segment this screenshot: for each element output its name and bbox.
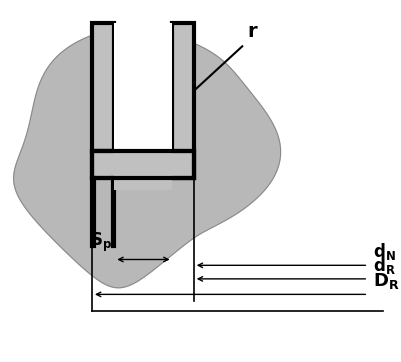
Bar [92, 23, 114, 151]
Text: $\mathbf{r}$: $\mathbf{r}$ [247, 22, 258, 42]
Bar [114, 151, 172, 190]
Bar [92, 178, 93, 246]
Bar [172, 23, 193, 178]
Text: $\mathbf{d_R}$: $\mathbf{d_R}$ [372, 255, 395, 276]
Text: $\mathbf{D_R}$: $\mathbf{D_R}$ [372, 272, 399, 291]
Text: $\mathbf{d_N}$: $\mathbf{d_N}$ [372, 241, 395, 262]
Bar [92, 151, 193, 178]
Bar [92, 151, 193, 178]
Text: $\mathbf{S_p}$: $\mathbf{S_p}$ [90, 231, 112, 254]
Bar [114, 23, 172, 151]
Bar [113, 178, 114, 246]
Polygon shape [14, 28, 280, 288]
